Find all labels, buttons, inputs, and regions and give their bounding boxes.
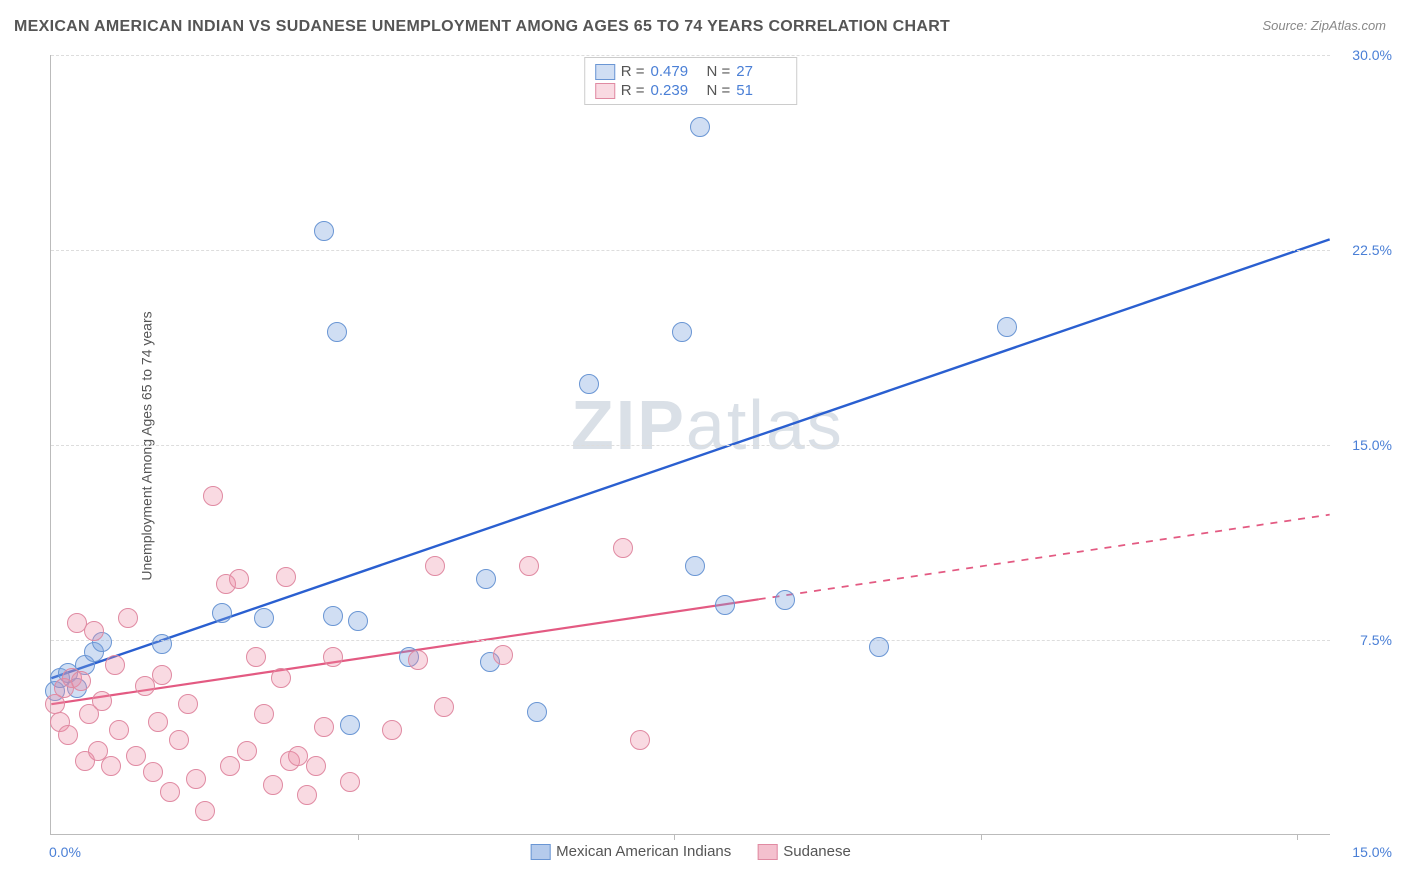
x-axis-max-label: 15.0% (1352, 844, 1392, 860)
y-tick-label: 7.5% (1360, 632, 1392, 648)
data-point (314, 717, 334, 737)
data-point (314, 221, 334, 241)
data-point (169, 730, 189, 750)
data-point (148, 712, 168, 732)
data-point (109, 720, 129, 740)
legend-swatch (595, 64, 615, 80)
legend-swatch (595, 83, 615, 99)
data-point (126, 746, 146, 766)
y-tick-label: 15.0% (1352, 437, 1392, 453)
data-point (613, 538, 633, 558)
data-point (276, 567, 296, 587)
legend-item: Mexican American Indians (530, 843, 731, 860)
data-point (323, 647, 343, 667)
data-point (254, 608, 274, 628)
x-tick (981, 834, 982, 840)
legend-item: Sudanese (757, 843, 851, 860)
grid-line (51, 55, 1330, 56)
x-tick (1297, 834, 1298, 840)
legend-r-value: 0.239 (651, 82, 701, 99)
data-point (408, 650, 428, 670)
data-point (323, 606, 343, 626)
scatter-plot-area: ZIPatlas R =0.479N =27R =0.239N =51 Mexi… (50, 55, 1330, 835)
legend-n-label: N = (707, 82, 731, 99)
legend-n-value: 27 (736, 63, 786, 80)
grid-line (51, 445, 1330, 446)
data-point (237, 741, 257, 761)
x-tick (674, 834, 675, 840)
data-point (105, 655, 125, 675)
legend-n-value: 51 (736, 82, 786, 99)
y-tick-label: 22.5% (1352, 242, 1392, 258)
data-point (997, 317, 1017, 337)
data-point (434, 697, 454, 717)
data-point (118, 608, 138, 628)
legend-r-value: 0.479 (651, 63, 701, 80)
data-point (220, 756, 240, 776)
data-point (271, 668, 291, 688)
data-point (178, 694, 198, 714)
data-point (203, 486, 223, 506)
data-point (306, 756, 326, 776)
data-point (186, 769, 206, 789)
data-point (348, 611, 368, 631)
legend-swatch (757, 844, 777, 860)
data-point (58, 725, 78, 745)
data-point (101, 756, 121, 776)
data-point (519, 556, 539, 576)
data-point (246, 647, 266, 667)
data-point (195, 801, 215, 821)
correlation-legend: R = 0.479 N = 27 R = 0.239 N = 51 (584, 57, 798, 105)
data-point (263, 775, 283, 795)
watermark-light: atlas (686, 386, 844, 464)
data-point (425, 556, 445, 576)
legend-row: R = 0.479 N = 27 (595, 62, 787, 81)
watermark: ZIPatlas (571, 385, 844, 465)
data-point (327, 322, 347, 342)
y-tick-label: 30.0% (1352, 47, 1392, 63)
legend-label: Mexican American Indians (556, 843, 731, 860)
data-point (775, 590, 795, 610)
x-tick (358, 834, 359, 840)
data-point (212, 603, 232, 623)
data-point (476, 569, 496, 589)
legend-row: R = 0.239 N = 51 (595, 81, 787, 100)
data-point (493, 645, 513, 665)
data-point (84, 621, 104, 641)
data-point (382, 720, 402, 740)
data-point (715, 595, 735, 615)
legend-r-label: R = (621, 63, 645, 80)
data-point (254, 704, 274, 724)
legend-label: Sudanese (783, 843, 851, 860)
data-point (527, 702, 547, 722)
data-point (71, 671, 91, 691)
watermark-bold: ZIP (571, 386, 686, 464)
series-legend: Mexican American Indians Sudanese (530, 843, 851, 860)
data-point (579, 374, 599, 394)
data-point (690, 117, 710, 137)
trend-line-extrapolated (759, 515, 1330, 600)
legend-n-label: N = (707, 63, 731, 80)
data-point (152, 665, 172, 685)
chart-title: MEXICAN AMERICAN INDIAN VS SUDANESE UNEM… (14, 18, 950, 36)
x-axis-min-label: 0.0% (49, 844, 81, 860)
data-point (143, 762, 163, 782)
data-point (672, 322, 692, 342)
data-point (229, 569, 249, 589)
data-point (630, 730, 650, 750)
data-point (869, 637, 889, 657)
grid-line (51, 250, 1330, 251)
data-point (160, 782, 180, 802)
grid-line (51, 640, 1330, 641)
data-point (340, 715, 360, 735)
legend-r-label: R = (621, 82, 645, 99)
legend-swatch (530, 844, 550, 860)
source-attribution: Source: ZipAtlas.com (1262, 18, 1386, 33)
data-point (685, 556, 705, 576)
data-point (152, 634, 172, 654)
data-point (340, 772, 360, 792)
data-point (297, 785, 317, 805)
trend-line (51, 239, 1329, 678)
data-point (92, 691, 112, 711)
